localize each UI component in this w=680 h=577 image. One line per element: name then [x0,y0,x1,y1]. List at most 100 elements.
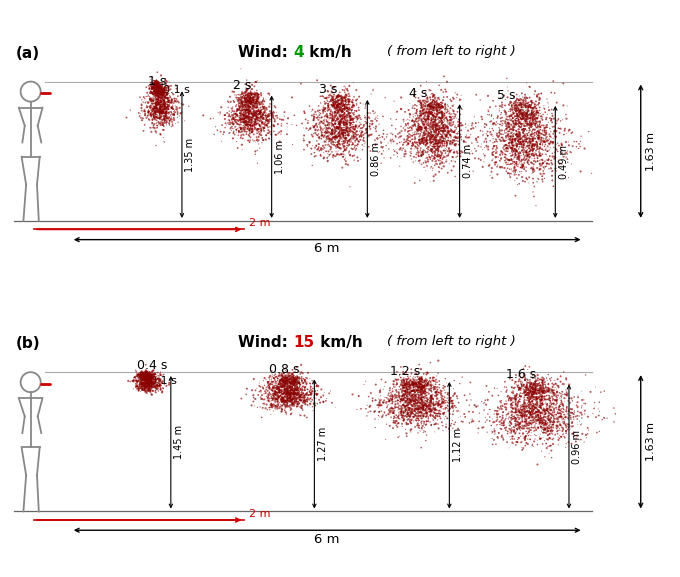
Point [430,128,441,137]
Point [237,140,248,149]
Point [426,383,437,392]
Point [530,392,541,402]
Point [239,118,250,128]
Point [294,367,305,376]
Point [437,147,448,156]
Point [316,99,326,108]
Point [340,145,351,155]
Point [282,376,293,385]
Point [432,419,443,429]
Point [415,129,426,138]
Point [156,98,167,107]
Point [256,118,267,128]
Point [228,98,239,107]
Point [415,110,426,119]
Point [288,373,299,383]
Point [429,135,440,144]
Point [428,122,439,131]
Point [510,130,521,140]
Point [528,141,539,151]
Point [263,117,274,126]
Point [239,92,250,102]
Point [311,119,322,129]
Point [277,389,288,399]
Point [149,84,160,93]
Point [413,379,424,388]
Point [334,130,345,140]
Point [245,117,256,126]
Point [158,87,169,96]
Point [225,112,236,121]
Point [155,383,166,392]
Point [585,387,596,396]
Point [335,112,346,121]
Point [147,378,158,387]
Point [148,88,158,97]
Point [254,107,265,117]
Point [448,106,459,115]
Point [151,95,162,104]
Point [334,99,345,108]
Point [333,114,343,123]
Point [152,374,163,384]
Point [339,155,350,164]
Point [511,103,522,112]
Point [288,386,299,395]
Point [518,98,529,107]
Point [327,133,338,143]
Point [483,91,494,100]
Point [347,101,358,110]
Point [162,91,173,100]
Point [414,373,425,382]
Point [141,372,152,381]
Point [296,390,307,399]
Point [509,151,520,160]
Point [328,133,339,142]
Point [244,99,255,108]
Point [534,144,545,153]
Point [241,104,252,114]
Point [375,401,386,410]
Point [243,112,254,121]
Point [288,380,299,389]
Point [250,91,260,100]
Point [424,136,435,145]
Point [452,152,463,161]
Point [326,126,337,136]
Point [259,395,270,404]
Point [145,102,156,111]
Point [431,98,442,107]
Point [534,389,545,398]
Point [164,113,175,122]
Point [279,369,290,378]
Point [504,123,515,132]
Point [545,388,556,398]
Point [144,370,155,379]
Point [129,373,140,382]
Point [233,126,244,136]
Point [545,406,556,415]
Point [518,388,529,398]
Point [534,379,545,388]
Point [507,138,518,147]
Point [491,421,502,430]
Point [419,376,430,385]
Point [532,153,543,163]
Point [141,373,152,383]
Point [250,100,260,110]
Point [441,138,452,147]
Point [506,120,517,129]
Point [431,397,442,406]
Point [411,125,422,134]
Point [541,405,551,414]
Point [442,114,453,123]
Point [351,100,362,110]
Point [155,368,166,377]
Point [316,126,326,135]
Point [386,392,397,402]
Point [147,81,158,91]
Point [160,115,171,125]
Point [274,385,285,394]
Point [231,107,242,117]
Point [338,119,349,129]
